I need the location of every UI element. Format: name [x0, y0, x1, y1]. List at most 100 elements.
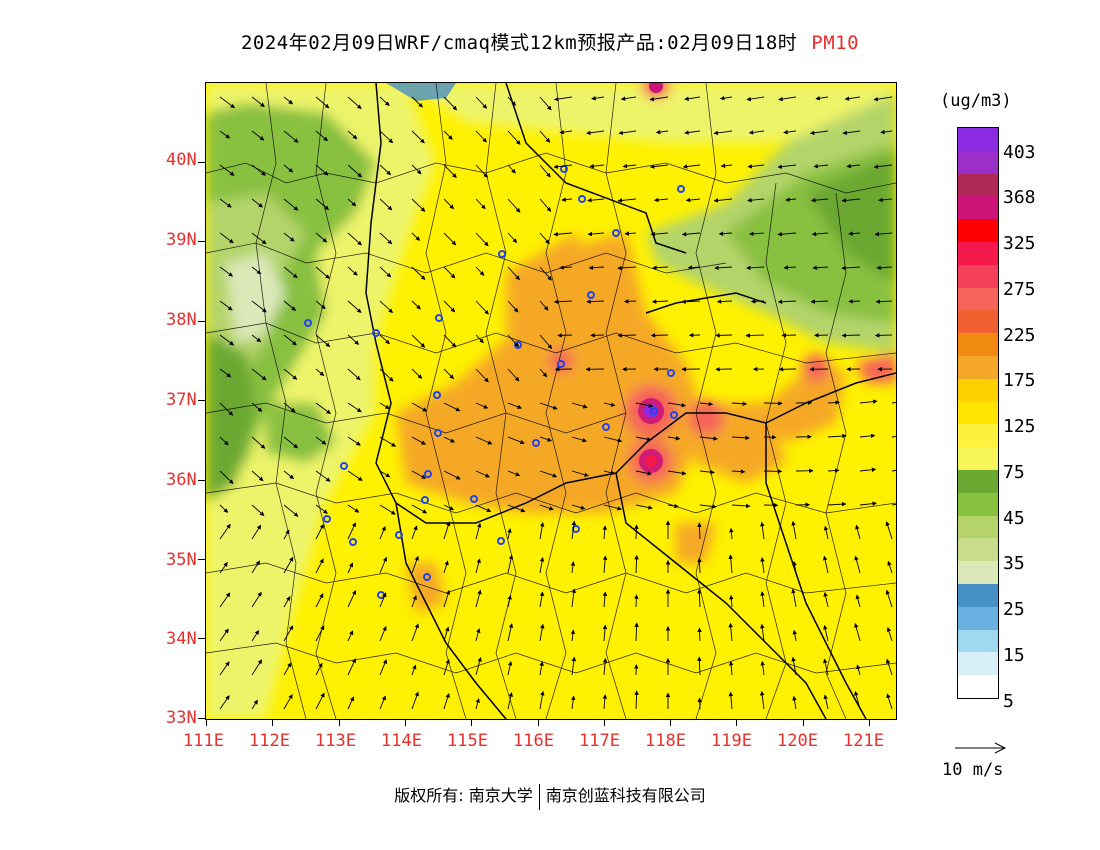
- wind-arrow: [634, 622, 639, 642]
- wind-arrow: [728, 622, 733, 642]
- lon-tick-mark: [537, 719, 539, 726]
- wind-arrow: [347, 96, 362, 110]
- wind-arrow: [785, 197, 797, 202]
- wind-arrow: [855, 594, 861, 608]
- wind-arrow: [792, 695, 797, 710]
- wind-arrow: [347, 696, 354, 710]
- wind-arrow: [475, 589, 482, 608]
- wind-arrow: [878, 197, 893, 203]
- lon-tick-mark: [338, 719, 340, 726]
- wind-arrow: [811, 231, 829, 237]
- wind-arrow: [219, 402, 234, 416]
- legend-swatch: [957, 492, 999, 516]
- wind-arrow: [283, 300, 297, 311]
- wind-arrow: [219, 470, 234, 485]
- legend-swatch: [957, 287, 999, 311]
- wind-arrow: [699, 436, 718, 441]
- lat-tick-mark: [198, 638, 205, 640]
- wind-arrow: [379, 402, 390, 409]
- wind-arrow: [684, 130, 701, 135]
- wind-arrow: [539, 164, 551, 178]
- wind-arrow: [539, 690, 545, 710]
- wind-arrow: [443, 300, 456, 313]
- wind-arrow: [507, 692, 513, 710]
- wind-arrow: [875, 299, 893, 304]
- wind-arrow: [347, 232, 362, 246]
- lat-tick-38: 38N: [166, 310, 197, 330]
- wind-arrow: [411, 96, 423, 108]
- wind-arrow: [315, 164, 329, 176]
- wind-arrow: [553, 231, 573, 237]
- wind-arrow: [251, 659, 263, 676]
- wind-arrow: [411, 691, 419, 710]
- wind-arrow: [684, 96, 701, 101]
- wind-arrow: [315, 625, 325, 642]
- wind-arrow: [777, 164, 797, 169]
- lon-tick-mark: [471, 719, 473, 726]
- legend-swatch: [957, 675, 999, 699]
- wind-arrow: [634, 594, 639, 608]
- wind-arrow: [443, 658, 450, 676]
- wind-arrow: [891, 401, 896, 404]
- wind-arrow: [475, 300, 489, 315]
- wind-arrow: [443, 402, 461, 412]
- color-legend: [957, 127, 999, 699]
- wind-arrow: [507, 232, 518, 244]
- legend-swatch: [957, 515, 999, 539]
- wind-scale-label: 10 m/s: [942, 760, 1004, 780]
- wind-arrow: [251, 232, 267, 245]
- wind-arrow: [411, 266, 426, 281]
- wind-arrow: [443, 232, 457, 246]
- wind-arrow: [411, 402, 428, 412]
- lon-tick-mark: [736, 719, 738, 726]
- wind-arrow: [697, 522, 702, 540]
- wind-arrow: [315, 198, 330, 211]
- wind-arrow: [251, 591, 262, 608]
- wind-arrow: [379, 368, 394, 382]
- legend-unit: (ug/m3): [940, 91, 1012, 111]
- wind-arrow: [618, 130, 637, 136]
- wind-arrow: [539, 266, 552, 281]
- legend-label: 275: [1003, 279, 1036, 300]
- wind-arrow: [347, 504, 360, 513]
- wind-arrow: [347, 436, 361, 446]
- wind-arrow: [315, 266, 330, 279]
- wind-arrow: [539, 556, 545, 574]
- legend-label: 15: [1003, 645, 1025, 666]
- wind-arrow: [810, 299, 829, 304]
- wind-arrow: [649, 164, 669, 169]
- wind-arrow: [603, 436, 623, 443]
- wind-arrow: [443, 334, 457, 348]
- wind-arrow: [783, 129, 797, 135]
- wind-arrow: [681, 231, 701, 237]
- wind-arrow: [379, 526, 386, 540]
- wind-arrow: [411, 232, 421, 241]
- legend-swatch: [957, 310, 999, 334]
- wind-arrow: [411, 525, 418, 540]
- wind-arrow: [844, 96, 861, 101]
- lon-tick-117: 117E: [579, 731, 620, 751]
- legend-swatch: [957, 127, 999, 151]
- legend-swatch: [957, 264, 999, 288]
- wind-arrow: [617, 265, 637, 271]
- wind-arrow: [810, 197, 829, 203]
- wind-arrow: [251, 436, 266, 449]
- legend-swatch: [957, 196, 999, 220]
- copyright-footer: 版权所有: 南京大学 南京创蓝科技有限公司: [0, 782, 1100, 810]
- wind-arrow: [854, 555, 861, 574]
- wind-arrow: [728, 554, 733, 574]
- wind-arrow: [571, 470, 589, 477]
- wind-arrow: [880, 129, 893, 135]
- wind-arrow: [539, 623, 545, 642]
- wind-arrow: [667, 470, 687, 476]
- wind-arrow: [827, 400, 840, 405]
- legend-swatch: [957, 469, 999, 493]
- wind-arrow: [571, 436, 588, 443]
- wind-arrow: [283, 504, 299, 517]
- wind-arrow: [539, 130, 551, 143]
- wind-arrow: [559, 265, 573, 270]
- wind-arrow: [587, 197, 605, 203]
- wind-arrow: [589, 163, 605, 169]
- wind-arrow: [379, 695, 386, 710]
- wind-arrow: [720, 163, 733, 169]
